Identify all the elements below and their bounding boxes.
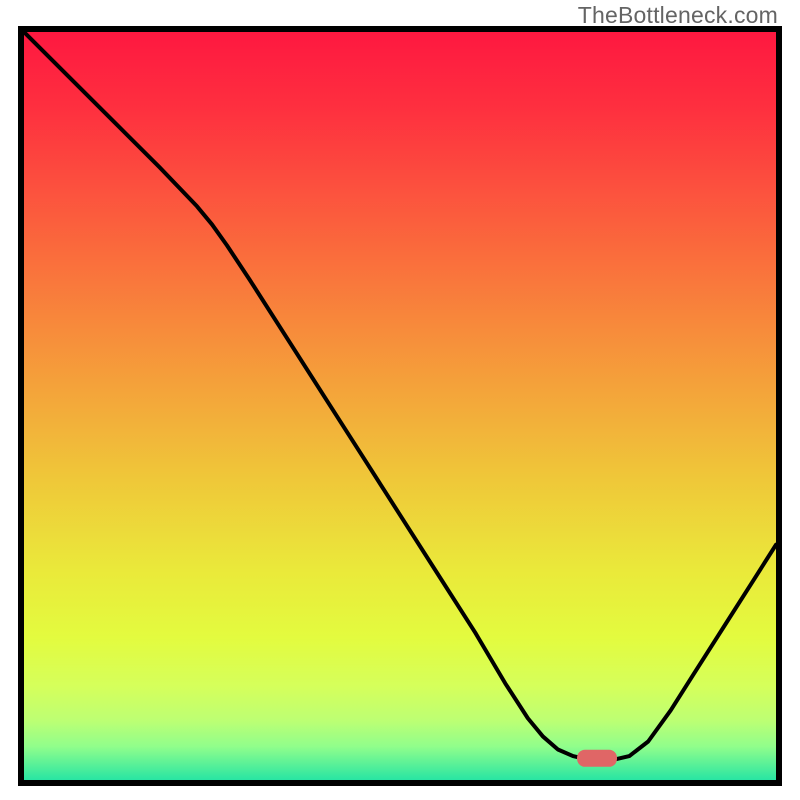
optimal-marker	[577, 750, 617, 767]
watermark-text: TheBottleneck.com	[578, 2, 778, 29]
bottleneck-chart	[0, 0, 800, 800]
